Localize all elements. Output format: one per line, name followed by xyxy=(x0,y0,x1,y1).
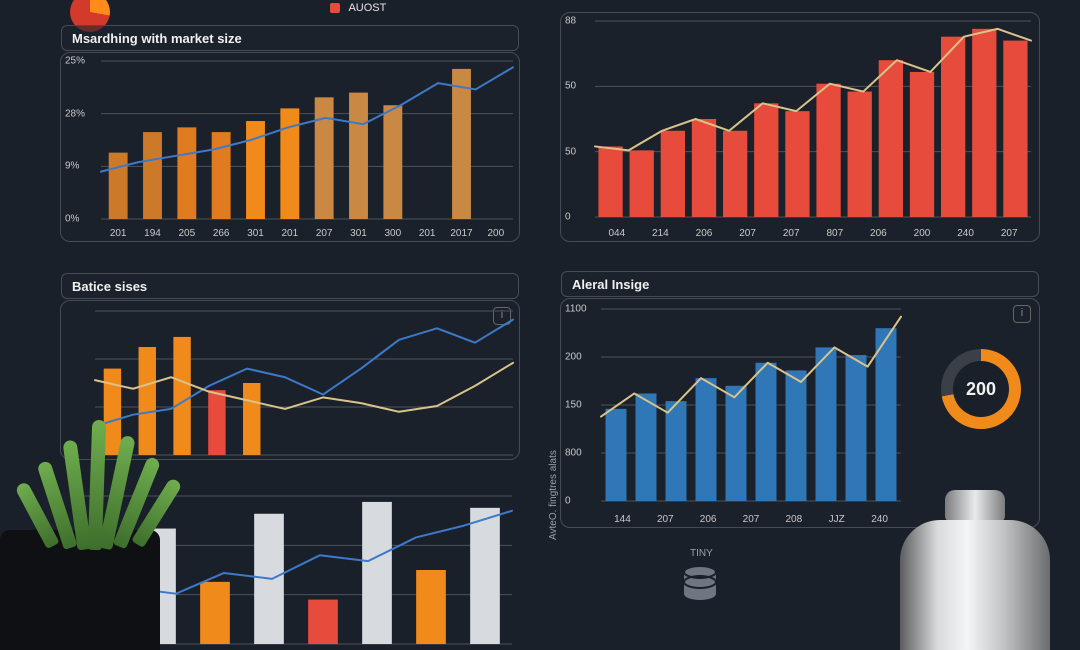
top-strip: AUOST xyxy=(60,0,520,24)
y-tick-label: 9% xyxy=(65,161,79,172)
x-tick-label: 301 xyxy=(247,228,264,239)
x-tick-label: 240 xyxy=(957,228,974,239)
x-tick-label: 201 xyxy=(281,228,298,239)
x-tick-label: 207 xyxy=(743,514,760,525)
y-tick-label: 1100 xyxy=(565,304,587,315)
x-tick-label: 300 xyxy=(384,228,401,239)
x-tick-label: 200 xyxy=(914,228,931,239)
y-tick-label: 88 xyxy=(565,16,576,27)
x-tick-label: 194 xyxy=(144,228,161,239)
y-tick-label: 150 xyxy=(565,400,582,411)
x-tick-label: 2017 xyxy=(450,228,472,239)
y-tick-label: 200 xyxy=(565,352,582,363)
panel-market-size: Msardhing with market size 25%28%9%0%201… xyxy=(60,52,520,242)
panel-top-right: 88 50 50 0 044 214 206 207 207 807 206 200 240 207 xyxy=(560,12,1040,242)
side-caption: AvteO. fingtres alats xyxy=(548,450,559,540)
database-icon xyxy=(680,565,720,606)
x-tick-label: 207 xyxy=(1001,228,1018,239)
chart-market-size: 25% 28% 9% 0% 201 194 205 266 301 201 207 301 300 201… xyxy=(61,53,519,241)
x-tick-label: 201 xyxy=(110,228,127,239)
x-tick-label: 208 xyxy=(786,514,803,525)
x-tick-label: 301 xyxy=(350,228,367,239)
x-tick-label: 207 xyxy=(739,228,756,239)
x-tick-label: 044 xyxy=(608,228,625,239)
donut-center-label: 200 xyxy=(941,349,1021,429)
legend-item: AUOST xyxy=(330,2,386,14)
y-tick-label: 0 xyxy=(565,496,571,507)
panel-batice-sises: Batice sises i xyxy=(60,300,520,460)
panel-title: Batice sises xyxy=(61,273,519,299)
x-tick-label: 144 xyxy=(614,514,631,525)
tiny-label: TINY xyxy=(690,548,713,559)
legend-dot-icon xyxy=(330,3,340,13)
y-tick-label: 0% xyxy=(65,214,79,225)
x-tick-label: 207 xyxy=(657,514,674,525)
x-tick-label: 214 xyxy=(652,228,669,239)
x-tick-label: 200 xyxy=(487,228,504,239)
plant-pot xyxy=(0,530,160,650)
dashboard-board: { "bg_color": "#1a2029", "grid_color": "… xyxy=(0,0,1080,650)
legend-label: AUOST xyxy=(348,2,386,14)
x-tick-label: 240 xyxy=(871,514,888,525)
x-tick-label: 206 xyxy=(870,228,887,239)
y-tick-label: 50 xyxy=(565,81,576,92)
y-tick-label: 28% xyxy=(65,108,85,119)
x-tick-label: 201 xyxy=(419,228,436,239)
chart-top-right: 88 50 50 0 044 214 206 207 207 807 206 200 240 207 xyxy=(561,13,1039,241)
x-tick-label: 207 xyxy=(783,228,800,239)
x-tick-label: 266 xyxy=(213,228,230,239)
y-tick-label: 0 xyxy=(565,212,571,223)
x-tick-label: 205 xyxy=(178,228,195,239)
panel-title: Aleral Insige xyxy=(561,271,1039,297)
y-tick-label: 25% xyxy=(65,56,85,67)
donut-gauge: 200 xyxy=(941,349,1021,429)
y-tick-label: 800 xyxy=(565,448,582,459)
canister xyxy=(890,480,1060,650)
y-tick-label: 50 xyxy=(565,146,576,157)
panel-title: Msardhing with market size xyxy=(61,25,519,51)
x-tick-label: 207 xyxy=(316,228,333,239)
x-tick-label: 807 xyxy=(826,228,843,239)
chart-batice-sises xyxy=(61,301,519,459)
x-tick-label: 206 xyxy=(700,514,717,525)
x-tick-label: 206 xyxy=(696,228,713,239)
x-tick-label: JJZ xyxy=(829,514,845,525)
